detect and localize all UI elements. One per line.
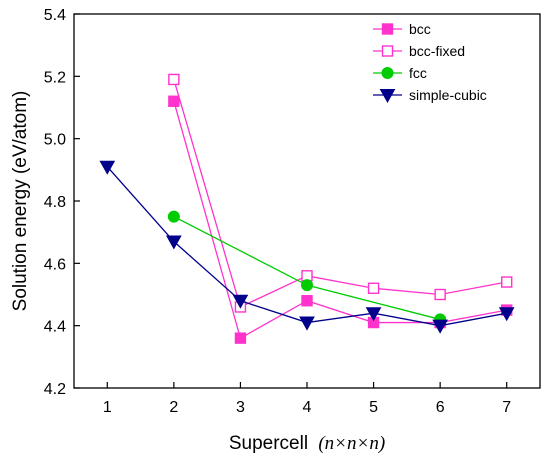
x-tick-label: 5 (369, 399, 378, 416)
legend-item: fcc (373, 65, 427, 81)
x-tick-label: 7 (502, 399, 511, 416)
series-layer (99, 73, 515, 344)
y-tick-label: 5.0 (44, 132, 66, 149)
axis-ticks: 1 2 3 4 5 6 7 4.2 4.4 4.6 4.8 5.0 5.2 5.4 (44, 7, 512, 416)
legend-marker (381, 23, 394, 35)
data-point (301, 295, 313, 307)
data-point (501, 276, 513, 288)
series-bcc (168, 95, 513, 344)
y-tick-label: 4.2 (44, 381, 66, 398)
x-axis-title: Supercell (n×n×n) (229, 433, 385, 454)
x-tick-label: 6 (436, 399, 445, 416)
data-point (299, 316, 315, 331)
x-tick-label: 2 (169, 399, 178, 416)
y-axis-title: Solution energy (eV/atom) (10, 91, 31, 312)
data-point (301, 279, 313, 292)
x-tick-label: 1 (103, 399, 112, 416)
data-point (367, 282, 380, 294)
data-point (167, 210, 180, 223)
legend-label: fcc (409, 65, 427, 81)
y-tick-label: 5.2 (44, 69, 66, 86)
data-point (498, 307, 515, 322)
legend-marker (381, 67, 394, 79)
data-point (168, 73, 180, 86)
legend-item: bcc (373, 21, 431, 37)
legend-marker (381, 45, 394, 57)
legend: bcc bcc-fixed fcc simple-cubic (373, 21, 487, 104)
legend-label: bcc-fixed (409, 43, 465, 59)
series-line (173, 101, 507, 340)
y-tick-label: 4.8 (44, 194, 66, 211)
series-line (173, 79, 507, 308)
y-tick-label: 5.4 (44, 7, 66, 24)
series-simple-cubic (99, 160, 515, 334)
data-point (168, 95, 180, 107)
series-bcc-fixed (168, 73, 513, 313)
data-point (434, 288, 446, 301)
x-axis-title-text: Supercell (229, 433, 308, 454)
y-tick-label: 4.6 (44, 256, 66, 273)
data-point (99, 160, 116, 175)
legend-marker (379, 89, 396, 104)
legend-label: bcc (409, 21, 431, 37)
data-point (432, 319, 448, 334)
y-tick-label: 4.4 (44, 319, 66, 336)
data-point (365, 307, 382, 322)
legend-label: simple-cubic (409, 87, 487, 103)
data-point (166, 235, 182, 250)
legend-item: simple-cubic (373, 87, 487, 104)
x-tick-label: 4 (303, 399, 312, 416)
x-axis-title-suffix: (n×n×n) (318, 433, 385, 454)
x-tick-label: 3 (236, 399, 245, 416)
data-point (232, 294, 249, 309)
data-point (234, 332, 247, 344)
legend-item: bcc-fixed (373, 43, 465, 59)
plot-frame (73, 13, 541, 389)
